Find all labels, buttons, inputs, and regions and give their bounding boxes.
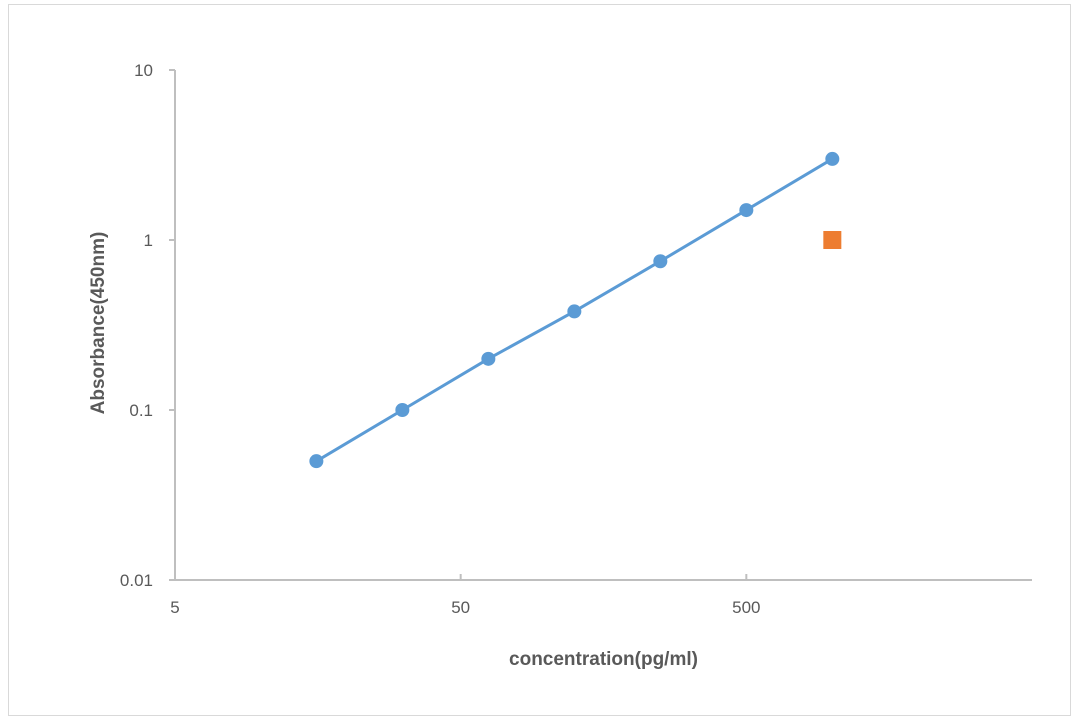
- data-point-square: [823, 231, 842, 249]
- data-point: [825, 151, 840, 166]
- x-axis-title: concentration(pg/ml): [509, 649, 698, 670]
- data-point: [309, 454, 324, 469]
- data-series: [309, 151, 842, 469]
- y-tick-label: 0.01: [120, 571, 153, 590]
- x-axis-ticks: 5 50 500: [170, 574, 761, 617]
- y-tick-label: 1: [144, 231, 153, 250]
- y-tick-label: 10: [134, 61, 153, 80]
- y-axis-ticks: 0.01 0.1 1 10: [120, 61, 175, 590]
- x-tick-label: 5: [170, 598, 179, 617]
- x-tick-label: 50: [451, 598, 470, 617]
- data-point: [395, 403, 410, 417]
- data-point: [739, 203, 754, 218]
- x-tick-label: 500: [732, 598, 760, 617]
- chart-area: [8, 4, 1071, 716]
- y-axis-title: Absorbance(450nm): [88, 232, 109, 415]
- y-tick-label: 0.1: [129, 401, 153, 420]
- data-point: [567, 304, 582, 319]
- data-point: [653, 254, 668, 269]
- data-point: [481, 351, 496, 366]
- axes: [174, 70, 1032, 581]
